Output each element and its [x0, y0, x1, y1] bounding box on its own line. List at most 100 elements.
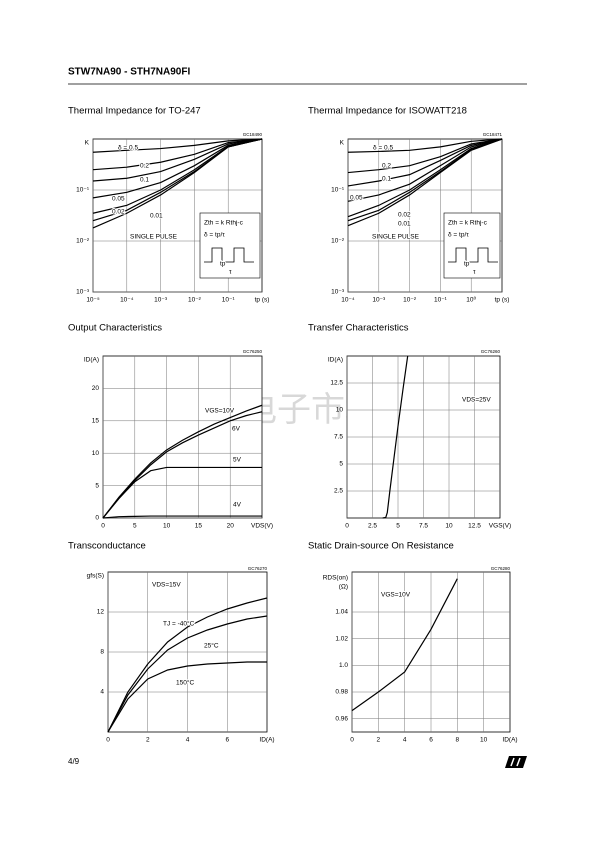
y-axis-label: K: [85, 140, 90, 147]
curve: [382, 355, 409, 519]
x-tick-label: 2.5: [368, 523, 377, 530]
series-label: SINGLE PULSE: [372, 234, 420, 241]
y-tick-label: 10: [336, 407, 344, 414]
curve: [92, 138, 263, 199]
y-tick-label: 10⁻¹: [331, 187, 345, 194]
logo-stroke: [516, 757, 521, 767]
x-tick-label: 2: [377, 737, 381, 744]
x-tick-label: 10⁻³: [154, 297, 168, 304]
series-label: 0.1: [140, 177, 149, 184]
series-label: 0.01: [150, 213, 163, 220]
y-tick-label: 8: [100, 649, 104, 656]
annotation: VDS=15V: [152, 582, 181, 589]
curve: [102, 411, 263, 519]
y-tick-label: 0.98: [335, 689, 348, 696]
series-label: 0.05: [350, 195, 363, 202]
curve: [92, 138, 263, 171]
x-tick-label: 12.5: [468, 523, 481, 530]
x-tick-label: 10⁻¹: [434, 297, 448, 304]
x-tick-label: 4: [403, 737, 407, 744]
y-tick-label: 10⁻³: [76, 289, 90, 296]
x-axis-label: VGS(V): [489, 523, 511, 530]
chart-title: Transconductance: [68, 541, 146, 552]
x-tick-label: 10: [480, 737, 488, 744]
x-axis-label: tp (s): [495, 297, 510, 304]
series-label: 0.02: [398, 212, 411, 219]
series-label: 5V: [233, 457, 242, 464]
y-axis-label: ID(A): [84, 357, 99, 364]
series-label: 4V: [233, 502, 242, 509]
inset-box: [199, 212, 261, 279]
series-label: δ = 0.5: [118, 145, 138, 152]
y-tick-label: 2.5: [334, 488, 343, 495]
y-tick-label: 4: [100, 689, 104, 696]
series-label: 25°C: [204, 642, 219, 650]
series-label: 0.1: [382, 176, 391, 183]
series-label: δ = 0.5: [373, 145, 393, 152]
x-tick-label: 7.5: [419, 523, 428, 530]
curve: [102, 515, 262, 519]
pulse-diagram: [448, 247, 498, 263]
curve: [107, 615, 268, 733]
plot-area: [102, 355, 263, 519]
curve: [107, 597, 268, 733]
annotation: Zth = k Rthj-c: [448, 220, 488, 227]
y-tick-label: 12: [97, 609, 105, 616]
y-axis-label: (Ω): [339, 584, 348, 591]
y-tick-label: 0: [95, 515, 99, 522]
logo-shape: [505, 756, 527, 768]
series-label: 6V: [232, 426, 241, 433]
x-tick-label: 4: [186, 737, 190, 744]
y-tick-label: 10⁻²: [76, 238, 90, 245]
x-tick-label: 8: [456, 737, 460, 744]
x-tick-label: 10⁻⁴: [120, 297, 134, 304]
y-axis-label: K: [340, 140, 345, 147]
annotation: tp: [220, 261, 226, 268]
x-tick-label: 5: [396, 523, 400, 530]
curve: [347, 138, 503, 153]
y-tick-label: 10⁻²: [331, 238, 345, 245]
x-tick-label: 10⁻⁴: [341, 297, 355, 304]
curve: [92, 138, 263, 229]
series-label: TJ = -40°C: [163, 620, 195, 628]
header-title: STW7NA90 - STH7NA90FI: [68, 67, 190, 78]
series-label: 0.2: [140, 163, 149, 170]
chart-code: GC18471: [483, 132, 503, 137]
y-tick-label: 10⁻³: [331, 289, 345, 296]
y-axis-label: gfs(S): [87, 573, 104, 580]
annotation: τ: [229, 269, 232, 276]
curve: [347, 138, 503, 222]
x-axis-label: tp (s): [255, 297, 270, 304]
x-tick-label: 10: [163, 523, 171, 530]
y-tick-label: 0.96: [335, 715, 348, 722]
curve: [102, 404, 263, 519]
chart-title: Thermal Impedance for TO-247: [68, 106, 201, 117]
series-label: 0.05: [112, 196, 125, 203]
series-label: 0.02: [112, 209, 125, 216]
y-axis-label: ID(A): [328, 357, 343, 364]
x-tick-label: 10⁻³: [372, 297, 386, 304]
x-tick-label: 0: [350, 737, 354, 744]
page-number: 4/9: [68, 757, 80, 766]
x-tick-label: 6: [225, 737, 229, 744]
annotation: δ = tp/τ: [448, 232, 469, 239]
y-tick-label: 5: [339, 461, 343, 468]
curve: [347, 138, 503, 174]
y-tick-label: 7.5: [334, 434, 343, 441]
curve: [347, 138, 503, 202]
y-tick-label: 20: [92, 385, 100, 392]
chart-title: Thermal Impedance for ISOWATT218: [308, 106, 467, 117]
chart-title: Static Drain-source On Resistance: [308, 541, 454, 552]
curve: [102, 466, 262, 519]
curve: [351, 578, 458, 712]
chart-title: Transfer Characteristics: [308, 323, 409, 334]
x-axis-label: VDS(V): [251, 523, 273, 530]
x-tick-label: 20: [227, 523, 235, 530]
curve: [347, 138, 503, 227]
x-tick-label: 0: [101, 523, 105, 530]
annotation: VDS=25V: [462, 397, 491, 404]
annotation: tp: [464, 261, 470, 268]
x-tick-label: 10: [445, 523, 453, 530]
x-tick-label: 0: [106, 737, 110, 744]
